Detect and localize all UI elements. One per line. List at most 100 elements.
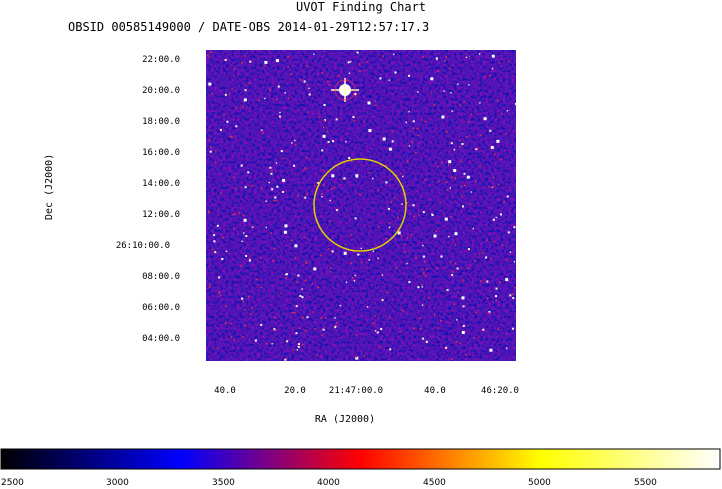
star-speckle (313, 267, 317, 271)
star-speckle (317, 286, 319, 288)
star-speckle (374, 330, 377, 332)
star-speckle (441, 161, 443, 164)
star-speckle (233, 176, 235, 178)
star-speckle (500, 213, 502, 216)
x-tick-label: 21:47:00.0 (328, 386, 384, 396)
star-speckle (506, 347, 508, 349)
star-speckle (377, 189, 380, 191)
star-speckle (399, 330, 401, 333)
star-speckle (338, 74, 340, 77)
star-speckle (449, 67, 451, 70)
star-speckle (415, 257, 417, 259)
star-speckle (279, 115, 281, 118)
x-axis-label: RA (J2000) (314, 414, 376, 425)
star-speckle (225, 305, 227, 307)
star-speckle (482, 252, 484, 254)
star-speckle (332, 140, 334, 143)
star-speckle (241, 62, 243, 64)
colorbar-tick-label: 5000 (528, 478, 551, 488)
star-speckle (297, 274, 300, 277)
star-speckle (491, 54, 495, 58)
star-speckle (448, 160, 452, 164)
star-speckle (308, 93, 311, 96)
star-speckle (251, 226, 253, 229)
star-speckle (413, 215, 415, 217)
star-speckle (421, 268, 424, 270)
star-speckle (449, 261, 452, 263)
star-speckle (301, 344, 304, 346)
star-speckle (445, 56, 447, 58)
star-speckle (408, 281, 411, 284)
star-speckle (498, 62, 500, 64)
star-speckle (456, 341, 459, 343)
star-speckle (291, 142, 293, 144)
star-speckle (451, 358, 453, 360)
star-speckle (327, 130, 329, 133)
star-speckle (241, 240, 243, 242)
star-speckle (417, 91, 419, 93)
star-speckle (422, 244, 424, 247)
star-speckle (453, 303, 455, 305)
star-speckle (385, 237, 388, 240)
star-speckle (335, 322, 338, 324)
star-speckle (493, 241, 496, 243)
star-speckle (459, 104, 461, 106)
star-speckle (230, 323, 232, 325)
star-speckle (223, 114, 225, 116)
star-speckle (276, 98, 278, 100)
star-speckle (380, 346, 382, 348)
star-speckle (352, 250, 355, 253)
star-speckle (450, 216, 452, 218)
star-speckle (230, 135, 232, 138)
star-speckle (459, 342, 461, 345)
x-tick-label: 46:20.0 (481, 386, 519, 396)
star-speckle (243, 218, 247, 222)
star-speckle (446, 288, 449, 291)
star-speckle (486, 297, 489, 300)
star-speckle (265, 200, 267, 202)
star-speckle (467, 121, 469, 123)
star-speckle (376, 331, 379, 334)
star-speckle (465, 56, 468, 58)
star-speckle (304, 167, 307, 169)
star-speckle (335, 118, 338, 121)
star-speckle (475, 148, 478, 151)
star-speckle (269, 89, 271, 91)
star-speckle (488, 185, 490, 188)
y-tick-label: 06:00.0 (142, 303, 180, 313)
star-speckle (478, 53, 481, 55)
bright-star (331, 78, 359, 102)
star-speckle (446, 130, 448, 133)
star-speckle (453, 169, 457, 172)
star-speckle (208, 129, 211, 131)
star-speckle (324, 317, 327, 319)
star-speckle (462, 305, 465, 308)
star-speckle (301, 288, 303, 290)
star-speckle (330, 267, 332, 269)
star-speckle (320, 254, 322, 257)
star-speckle (378, 226, 380, 228)
star-speckle (400, 235, 403, 237)
star-speckle (280, 292, 282, 295)
star-speckle (282, 157, 284, 159)
star-speckle (467, 267, 470, 269)
star-speckle (241, 297, 244, 300)
star-speckle (454, 232, 458, 236)
star-speckle (321, 334, 323, 337)
star-speckle (465, 354, 468, 356)
star-speckle (431, 92, 433, 95)
star-speckle (285, 277, 287, 279)
star-speckle (380, 328, 383, 330)
star-speckle (449, 187, 452, 189)
star-speckle (265, 226, 267, 229)
star-speckle (366, 61, 369, 63)
star-speckle (388, 226, 391, 229)
star-speckle (274, 317, 276, 319)
star-speckle (233, 68, 236, 70)
star-speckle (466, 175, 470, 179)
x-tick-label: 40.0 (214, 386, 236, 396)
star-field (207, 51, 516, 361)
star-speckle (220, 192, 222, 194)
y-axis-label: Dec (J2000) (44, 153, 55, 220)
star-speckle (271, 343, 273, 345)
